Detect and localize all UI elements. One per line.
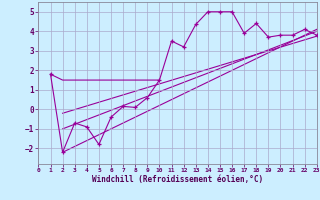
X-axis label: Windchill (Refroidissement éolien,°C): Windchill (Refroidissement éolien,°C) bbox=[92, 175, 263, 184]
